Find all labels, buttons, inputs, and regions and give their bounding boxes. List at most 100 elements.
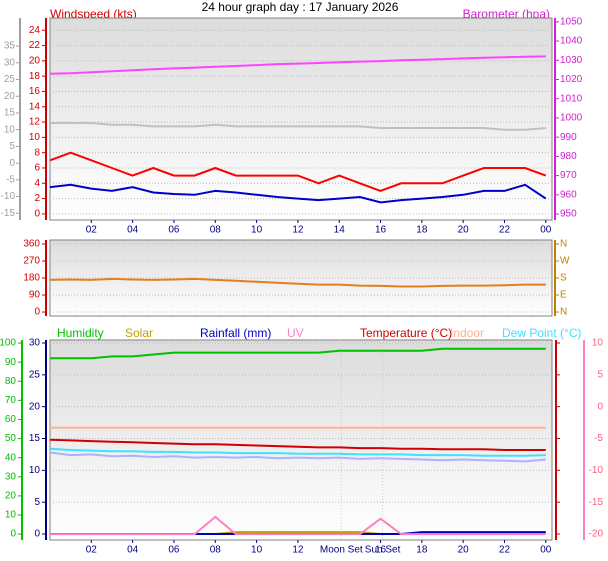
y3-tick-label: 20	[4, 91, 16, 102]
x-tick-label: 16	[375, 545, 387, 556]
legend-entry: Temperature (°C)	[360, 326, 452, 340]
x-tick-label: 06	[168, 225, 180, 236]
x-tick-label: 14	[334, 225, 346, 236]
x-tick-label: 04	[127, 225, 139, 236]
y3-tick-label: 40	[5, 452, 17, 463]
y3-tick-label: 20	[5, 491, 17, 502]
y-tick-label: 30	[29, 338, 41, 349]
y2-tick-label: E	[560, 290, 567, 301]
y3-tick-label: 30	[4, 57, 16, 68]
y2-tick-label: 0	[597, 401, 603, 412]
series-line	[50, 515, 546, 536]
x-tick-label: 08	[210, 225, 222, 236]
x-tick-label: 10	[251, 545, 263, 556]
y3-tick-label: 35	[4, 41, 16, 52]
chart-title: 24 hour graph day : 17 January 2026	[202, 0, 399, 14]
x-tick-label: 06	[168, 545, 180, 556]
y-tick-label: 270	[23, 256, 40, 267]
y-tick-label: 20	[29, 401, 41, 412]
y-tick-label: 6	[34, 163, 40, 174]
y3-tick-label: 50	[5, 433, 17, 444]
y3-tick-label: -10	[1, 191, 16, 202]
y2-tick-label: 950	[560, 209, 577, 220]
y2-tick-label: 1000	[560, 113, 583, 124]
x-tick-label: 12	[292, 545, 304, 556]
y2-tick-label: 1040	[560, 36, 583, 47]
y2-tick-label: 960	[560, 189, 577, 200]
x-tick-label: 18	[416, 225, 428, 236]
y-tick-label: 180	[23, 273, 40, 284]
x-tick-label: 12	[292, 225, 304, 236]
y2-tick-label: 1030	[560, 55, 583, 66]
y2-tick-label: -5	[594, 433, 603, 444]
y3-tick-label: 0	[9, 158, 15, 169]
y-tick-label: 8	[34, 147, 40, 158]
y3-tick-label: 100	[0, 338, 16, 349]
y-tick-label: 24	[29, 25, 41, 36]
y-tick-label: 360	[23, 239, 40, 250]
series-line	[50, 347, 546, 360]
x-tick-label: 00	[540, 545, 552, 556]
y-tick-label: 25	[29, 369, 41, 380]
y-tick-label: 5	[34, 497, 40, 508]
annotation: Sun Set	[365, 545, 401, 556]
y-tick-label: 90	[29, 290, 41, 301]
y3-tick-label: 60	[5, 414, 17, 425]
y2-tick-label: N	[560, 307, 567, 318]
series-line	[50, 451, 546, 463]
x-tick-label: 20	[458, 545, 470, 556]
y3-tick-label: 10	[4, 124, 16, 135]
series-line	[50, 122, 546, 131]
y3-tick-label: 5	[9, 141, 15, 152]
y3-tick-label: 15	[4, 108, 16, 119]
y2-tick-label: -20	[589, 529, 604, 540]
y2-tick-label: S	[560, 273, 567, 284]
plot-area	[49, 17, 553, 221]
y-tick-label: 2	[34, 193, 40, 204]
y-tick-label: 15	[29, 433, 41, 444]
y2-tick-label: 10	[592, 338, 604, 349]
plot-area	[49, 339, 553, 541]
series-line	[50, 55, 546, 75]
y3-tick-label: 25	[4, 74, 16, 85]
legend-entry: Indoor	[450, 326, 484, 340]
y-tick-label: 10	[29, 132, 41, 143]
y2-tick-label: 990	[560, 132, 577, 143]
series-line	[50, 151, 547, 192]
y-tick-label: 0	[34, 307, 40, 318]
legend-entry: Humidity	[57, 326, 104, 340]
series-line	[50, 277, 546, 288]
series-line	[50, 183, 547, 204]
x-tick-label: 04	[127, 545, 139, 556]
y2-tick-label: 970	[560, 170, 577, 181]
x-tick-label: 18	[416, 545, 428, 556]
annotation: Moon Set	[320, 545, 363, 556]
y2-tick-label: 5	[597, 369, 603, 380]
x-tick-label: 22	[499, 545, 511, 556]
y-tick-label: 18	[29, 71, 41, 82]
y2-tick-label: 1050	[560, 16, 583, 27]
y-tick-label: 4	[34, 178, 40, 189]
y3-tick-label: 0	[10, 529, 16, 540]
y-tick-label: 16	[29, 86, 41, 97]
y-tick-label: 12	[29, 117, 41, 128]
y-tick-label: 14	[29, 101, 41, 112]
x-tick-label: 16	[375, 225, 387, 236]
y3-tick-label: 90	[5, 357, 17, 368]
y2-tick-label: 980	[560, 151, 577, 162]
y-tick-label: 0	[34, 209, 40, 220]
y-tick-label: 0	[34, 529, 40, 540]
y2-tick-label: 1020	[560, 74, 583, 85]
y3-tick-label: 10	[5, 510, 17, 521]
legend-entry: Solar	[125, 326, 153, 340]
plot-area	[49, 239, 553, 317]
y-tick-label: 20	[29, 55, 41, 66]
legend-entry: UV	[287, 326, 304, 340]
x-tick-label: 02	[86, 545, 98, 556]
plot-lines	[50, 347, 546, 536]
y-tick-label: 22	[29, 40, 41, 51]
y2-tick-label: W	[560, 256, 570, 267]
y3-tick-label: 80	[5, 376, 17, 387]
y2-tick-label: N	[560, 239, 567, 250]
